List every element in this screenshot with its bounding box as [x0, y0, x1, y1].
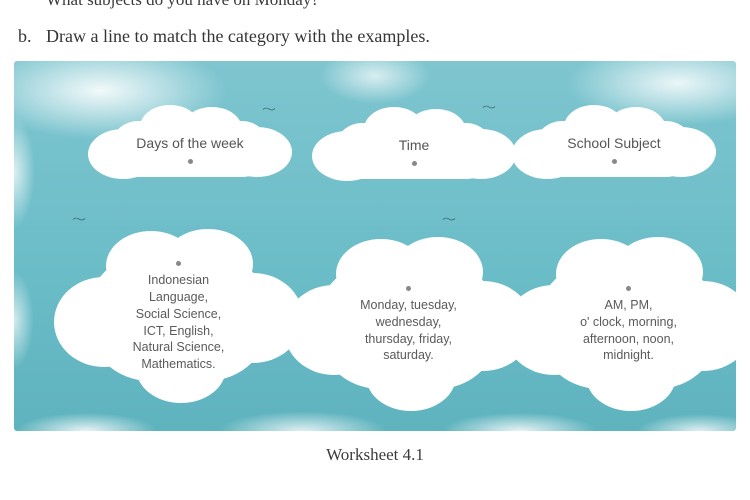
match-dot-top[interactable] [176, 261, 181, 266]
category-label: Time [399, 136, 430, 155]
example-line: midnight. [580, 347, 677, 364]
category-label: School Subject [567, 134, 660, 153]
category-cloud[interactable]: School Subject [534, 121, 694, 177]
example-cloud[interactable]: IndonesianLanguage,Social Science,ICT, E… [86, 253, 271, 381]
example-line: Monday, tuesday, [360, 297, 457, 314]
example-line: Language, [133, 289, 225, 306]
instruction-row: b. Draw a line to match the category wit… [0, 16, 750, 61]
example-text: IndonesianLanguage,Social Science,ICT, E… [133, 272, 225, 373]
category-cloud[interactable]: Days of the week [110, 121, 270, 177]
example-line: Social Science, [133, 306, 225, 323]
bird-icon: 〜 [72, 211, 86, 226]
example-cloud[interactable]: Monday, tuesday,wednesday,thursday, frid… [316, 261, 501, 389]
example-line: ICT, English, [133, 323, 225, 340]
example-line: Indonesian [133, 272, 225, 289]
bird-icon: 〜 [482, 99, 496, 114]
bird-icon: 〜 [262, 101, 276, 116]
match-dot-top[interactable] [626, 286, 631, 291]
category-label: Days of the week [136, 134, 243, 153]
example-text: Monday, tuesday,wednesday,thursday, frid… [360, 297, 457, 365]
worksheet-caption: Worksheet 4.1 [0, 431, 750, 465]
bird-icon: 〜 [442, 211, 456, 226]
example-line: AM, PM, [580, 297, 677, 314]
previous-question-fragment: What subjects do you have on Monday? [0, 0, 750, 16]
previous-question-text: What subjects do you have on Monday? [46, 0, 319, 10]
example-line: wednesday, [360, 314, 457, 331]
match-dot-top[interactable] [406, 286, 411, 291]
instruction-text: Draw a line to match the category with t… [46, 26, 430, 47]
example-text: AM, PM,o' clock, morning,afternoon, noon… [580, 297, 677, 365]
match-dot-bottom[interactable] [188, 159, 193, 164]
instruction-marker: b. [18, 26, 46, 47]
matching-diagram: 〜〜〜〜 Days of the weekTimeSchool Subject … [14, 61, 736, 431]
match-dot-bottom[interactable] [412, 161, 417, 166]
example-line: thursday, friday, [360, 331, 457, 348]
match-dot-bottom[interactable] [612, 159, 617, 164]
example-line: afternoon, noon, [580, 331, 677, 348]
example-cloud[interactable]: AM, PM,o' clock, morning,afternoon, noon… [536, 261, 721, 389]
example-line: Natural Science, [133, 339, 225, 356]
example-line: o' clock, morning, [580, 314, 677, 331]
category-cloud[interactable]: Time [334, 123, 494, 179]
example-line: saturday. [360, 347, 457, 364]
example-line: Mathematics. [133, 356, 225, 373]
